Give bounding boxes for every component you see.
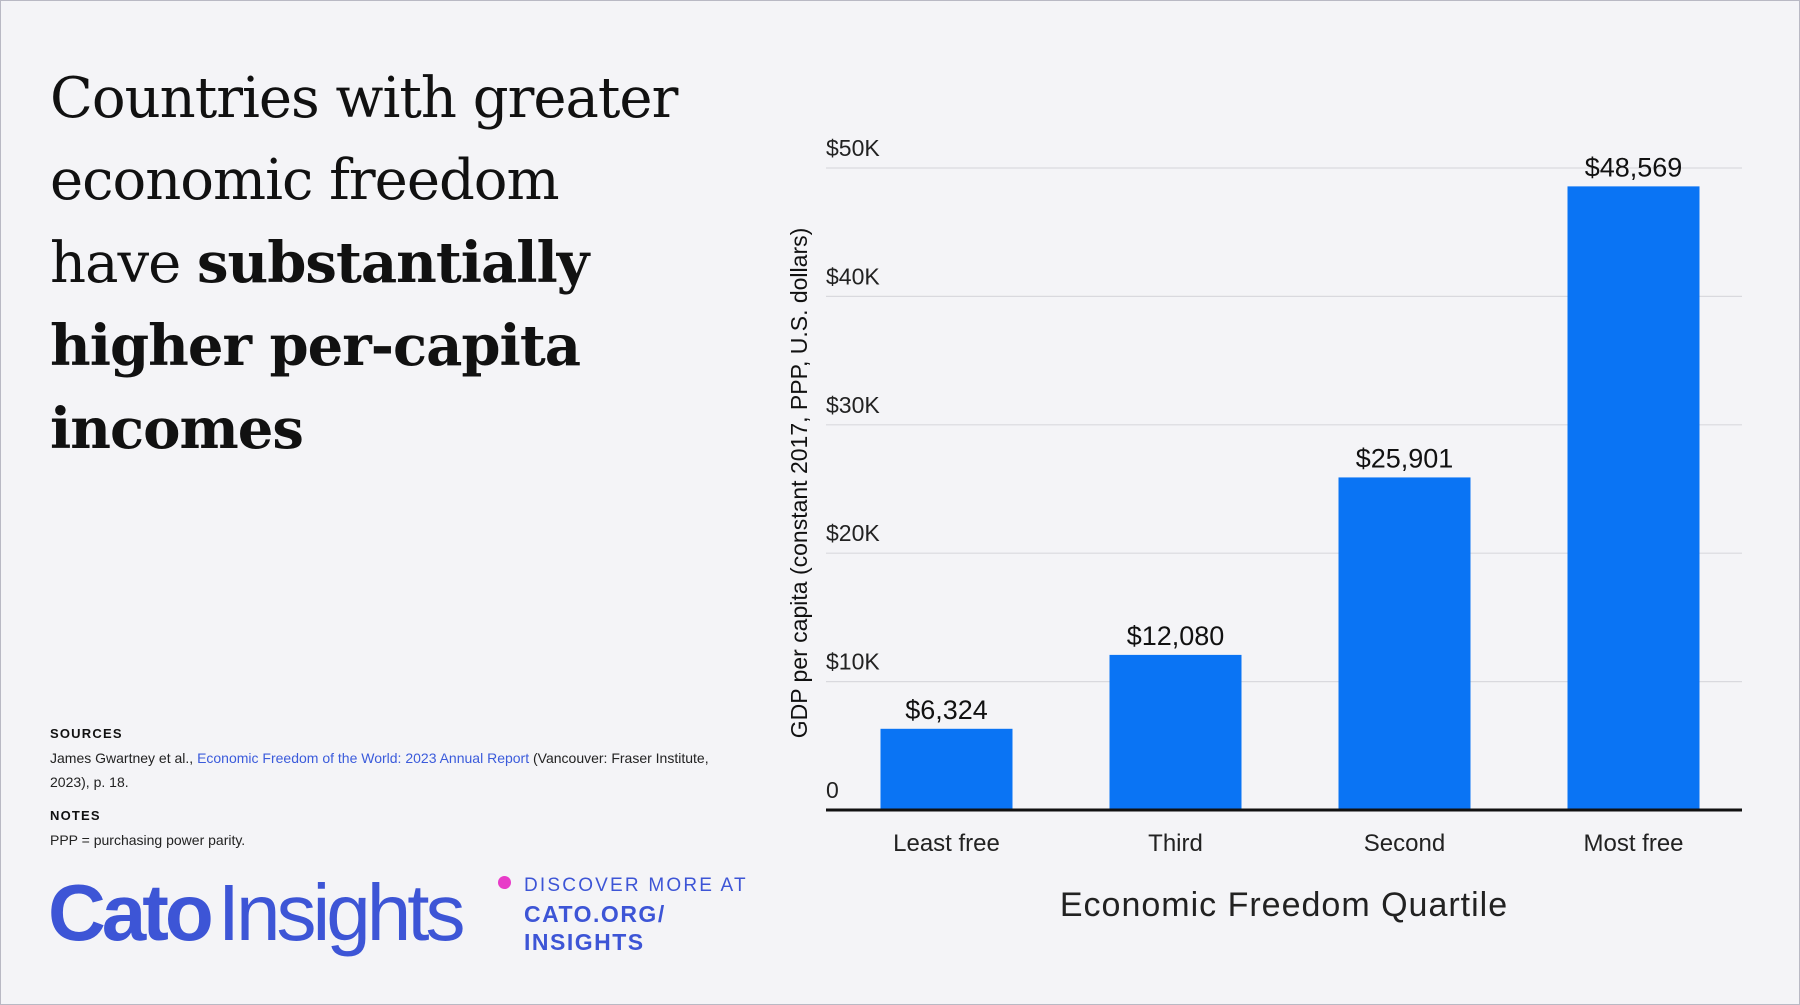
- bar[interactable]: [1109, 654, 1242, 810]
- headline-line-5: incomes: [50, 396, 304, 462]
- headline-line-4: higher per-capita: [50, 313, 581, 379]
- data-label: $48,569: [1585, 152, 1683, 182]
- y-tick-label: $30K: [826, 392, 880, 418]
- bar[interactable]: [1567, 186, 1700, 811]
- logo-dot-icon: [497, 876, 511, 889]
- x-tick-label: Most free: [1583, 830, 1683, 857]
- x-tick-label: Least free: [893, 830, 1000, 857]
- y-tick-label: $50K: [826, 135, 880, 161]
- discover-label: DISCOVER MORE AT: [524, 875, 748, 896]
- data-label: $6,324: [905, 695, 988, 725]
- data-labels: $6,324 $12,080 $25,901 $48,569: [905, 152, 1682, 724]
- sources-label: SOURCES: [50, 726, 123, 741]
- notes-label: NOTES: [50, 808, 101, 823]
- sources-report-link[interactable]: Economic Freedom of the World: 2023 Annu…: [197, 750, 530, 766]
- cato-insights-logo[interactable]: Cato Insights: [48, 868, 511, 958]
- discover-more[interactable]: DISCOVER MORE AT CATO.ORG/ INSIGHTS: [524, 872, 748, 956]
- y-axis-title: GDP per capita (constant 2017, PPP, U.S.…: [786, 228, 812, 739]
- x-tick-label: Second: [1364, 830, 1445, 857]
- headline-line-2: economic freedom: [50, 148, 560, 213]
- y-tick-label: $40K: [826, 263, 880, 289]
- logo-insights-text: Insights: [217, 868, 466, 957]
- x-axis-title: Economic Freedom Quartile: [1060, 886, 1508, 924]
- sources-section: SOURCES James Gwartney et al., Economic …: [50, 722, 730, 852]
- y-tick-label: 0: [826, 777, 839, 803]
- x-tick-label: Third: [1148, 830, 1203, 857]
- headline: Countries with greater economic freedom …: [50, 58, 750, 471]
- notes-text: PPP = purchasing power parity.: [50, 832, 246, 848]
- logo-insights: Insights: [217, 868, 511, 957]
- discover-url-2: INSIGHTS: [524, 929, 645, 955]
- sources-rest: (Vancouver: Fraser Institute, 2023), p. …: [50, 750, 709, 790]
- headline-line-3-bold: substantially: [197, 230, 589, 296]
- x-tick-labels: Least free Third Second Most free: [893, 830, 1683, 857]
- sources-authors: James Gwartney et al.,: [50, 750, 198, 766]
- discover-url-1: CATO.ORG/: [524, 901, 666, 927]
- data-label: $25,901: [1356, 443, 1454, 473]
- y-tick-label: $10K: [826, 649, 880, 675]
- sources-citation: James Gwartney et al., Economic Freedom …: [50, 746, 730, 794]
- y-tick-label: $20K: [826, 520, 880, 546]
- logo-cato: Cato: [48, 868, 214, 957]
- headline-line-3-plain: have: [50, 231, 198, 296]
- bar[interactable]: [1338, 477, 1471, 810]
- bar[interactable]: [880, 728, 1013, 810]
- data-label: $12,080: [1127, 621, 1225, 651]
- y-tick-labels: 0 $10K $20K $30K $40K $50K: [826, 135, 880, 803]
- headline-line-1: Countries with greater: [50, 66, 678, 131]
- bars: [880, 186, 1700, 811]
